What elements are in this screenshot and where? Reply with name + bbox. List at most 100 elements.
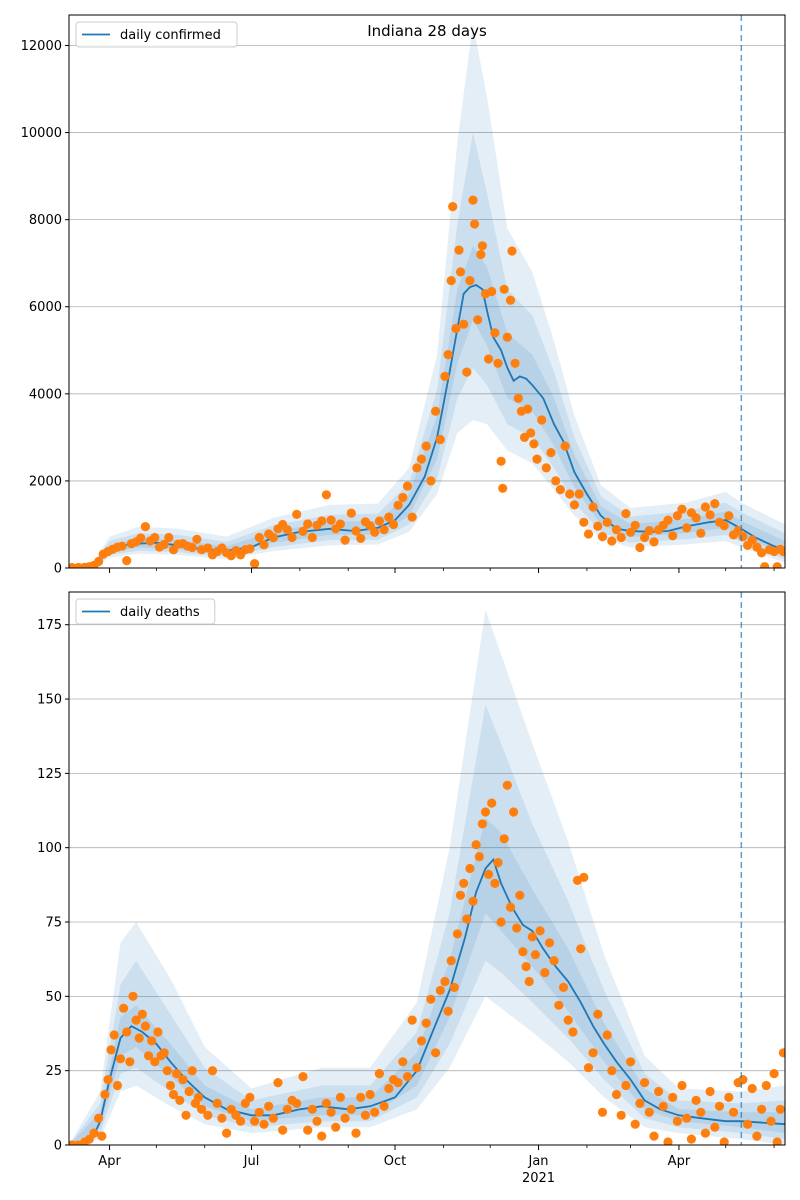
observed-point (379, 1101, 389, 1111)
observed-point (529, 439, 539, 449)
observed-point (602, 1030, 612, 1040)
observed-point (268, 1113, 278, 1123)
observed-point (443, 350, 453, 360)
observed-point (365, 521, 375, 531)
observed-point (259, 1119, 269, 1129)
axes-frame (68, 14, 786, 569)
observed-point (743, 1119, 753, 1129)
observed-point (165, 1080, 175, 1091)
x-year-label: 2021 (522, 1171, 555, 1186)
observed-point (526, 428, 536, 438)
observed-point (569, 500, 580, 510)
observed-point (393, 500, 403, 510)
observed-point (303, 1125, 313, 1135)
observed-point (94, 1113, 104, 1123)
observed-point (493, 858, 503, 868)
y-tick-label: 175 (37, 618, 62, 633)
observed-point (374, 516, 384, 526)
observed-point (490, 878, 500, 889)
observed-point (278, 1125, 288, 1135)
observed-point (626, 527, 636, 537)
observed-point (421, 1018, 431, 1028)
observed-point (287, 532, 297, 543)
observed-point (537, 415, 547, 425)
observed-point (131, 1015, 141, 1025)
observed-point (579, 872, 589, 883)
observed-point (412, 463, 422, 473)
observed-point (672, 1116, 683, 1126)
observed-point (696, 528, 706, 538)
observed-point (97, 1131, 107, 1141)
observed-point (626, 1057, 636, 1067)
observed-point (144, 1051, 154, 1061)
observed-point (530, 950, 541, 960)
observed-point (493, 358, 503, 368)
x-tick-label: Apr (668, 1154, 691, 1169)
observed-point (668, 531, 678, 541)
observed-point (416, 1036, 427, 1046)
observed-point (282, 1104, 292, 1114)
observed-point (245, 1092, 255, 1102)
observed-point (128, 991, 138, 1001)
observed-point (150, 1057, 160, 1067)
observed-point (147, 1036, 157, 1046)
observed-point (640, 532, 650, 543)
observed-point (273, 1078, 283, 1088)
observed-point (250, 559, 260, 568)
observed-point (449, 982, 459, 993)
observed-point (203, 543, 213, 553)
observed-point (164, 532, 174, 543)
observed-point (607, 536, 617, 546)
observed-point (106, 1045, 116, 1055)
observed-point (115, 1054, 126, 1064)
observed-point (94, 556, 104, 567)
observed-point (103, 1075, 113, 1085)
observed-point (451, 323, 461, 334)
observed-point (331, 1122, 341, 1132)
observed-point (259, 540, 269, 550)
observed-point (192, 534, 202, 544)
observed-point (303, 519, 313, 529)
observed-point (499, 284, 509, 294)
observed-point (137, 1009, 147, 1019)
observed-point (407, 512, 417, 522)
observed-point (117, 541, 127, 551)
y-tick-label: 0 (54, 562, 62, 577)
observed-point (473, 315, 483, 325)
uncertainty-band (69, 609, 785, 1145)
observed-point (187, 1066, 197, 1076)
observed-point (462, 367, 472, 377)
observed-point (635, 1098, 645, 1108)
observed-point (351, 1128, 361, 1138)
observed-point (203, 1110, 213, 1120)
y-tick-label: 150 (37, 693, 62, 708)
observed-point (484, 354, 494, 364)
observed-point (535, 926, 545, 936)
legend-label: daily confirmed (120, 28, 221, 43)
observed-point (393, 1078, 403, 1088)
observed-point (340, 1113, 350, 1123)
observed-point (122, 1027, 132, 1037)
observed-point (630, 1119, 640, 1129)
observed-point (551, 476, 561, 486)
observed-point (468, 896, 478, 906)
observed-point (455, 890, 466, 900)
observed-point (370, 527, 380, 537)
observed-point (477, 241, 487, 251)
observed-point (524, 976, 534, 987)
observed-point (346, 508, 356, 518)
legend-label: daily deaths (120, 605, 200, 620)
observed-point (398, 492, 408, 503)
observed-point (540, 968, 550, 978)
observed-point (555, 485, 566, 495)
observed-point (282, 525, 292, 535)
observed-point (728, 1107, 739, 1117)
observed-point (508, 807, 519, 817)
observed-point (588, 502, 598, 512)
observed-point (700, 1128, 711, 1138)
observed-point (109, 1030, 119, 1040)
uncertainty-band (69, 818, 785, 1145)
observed-point (772, 1137, 782, 1145)
observed-point (691, 1095, 701, 1105)
